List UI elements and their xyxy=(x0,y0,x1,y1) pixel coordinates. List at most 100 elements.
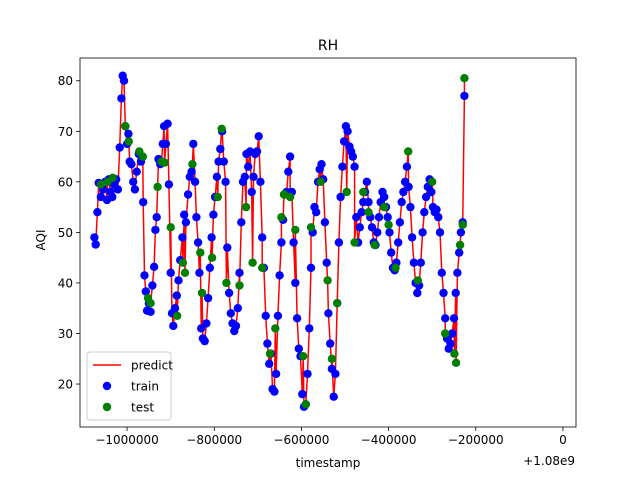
train-point xyxy=(352,213,361,222)
x-axis-label: timestamp xyxy=(296,456,361,470)
train-point xyxy=(161,139,171,149)
y-tick-label: 60 xyxy=(58,175,73,189)
test-point xyxy=(180,268,190,277)
train-point xyxy=(418,228,427,237)
train-point xyxy=(432,205,441,214)
train-point xyxy=(395,218,405,227)
train-point xyxy=(166,268,175,277)
train-point xyxy=(421,192,431,202)
test-point xyxy=(124,137,133,146)
test-point xyxy=(213,192,222,202)
test-point xyxy=(197,288,207,298)
legend: predict train test xyxy=(86,351,173,421)
train-point xyxy=(224,288,234,298)
train-point xyxy=(446,339,455,348)
train-point xyxy=(285,152,295,161)
train-point xyxy=(151,225,160,235)
train-point xyxy=(355,223,364,232)
train-point xyxy=(254,132,263,141)
train-point xyxy=(441,314,450,323)
train-point xyxy=(223,243,232,252)
test-point xyxy=(458,220,467,229)
train-point xyxy=(270,387,279,396)
test-point xyxy=(138,152,147,161)
train-point xyxy=(406,202,415,212)
test-point xyxy=(428,177,437,186)
train-point xyxy=(152,213,161,222)
train-point xyxy=(320,218,330,227)
train-point xyxy=(402,162,412,171)
train-point xyxy=(146,307,155,316)
train-point xyxy=(364,197,373,207)
train-point xyxy=(434,213,443,222)
train-point xyxy=(367,223,377,232)
train-point xyxy=(322,258,331,267)
chart-title: RH xyxy=(318,38,338,54)
train-point xyxy=(233,304,242,313)
train-point xyxy=(413,288,422,298)
train-point xyxy=(298,389,307,399)
test-point xyxy=(248,258,257,267)
test-point xyxy=(306,223,316,232)
test-point xyxy=(178,258,188,267)
train-point xyxy=(91,240,100,249)
x-axis-offset-label: +1.08e9 xyxy=(523,454,575,468)
train-point xyxy=(124,129,133,138)
train-point xyxy=(174,276,183,285)
train-point xyxy=(451,288,460,298)
train-point xyxy=(435,228,445,237)
test-point xyxy=(166,223,175,232)
test-point xyxy=(207,253,217,262)
train-point xyxy=(163,119,172,128)
y-tick-label: 70 xyxy=(58,125,73,139)
test-point xyxy=(299,352,308,361)
train-point xyxy=(235,268,244,277)
train-point xyxy=(209,210,218,219)
test-point xyxy=(364,208,373,217)
legend-label-predict: predict xyxy=(131,359,173,373)
train-point xyxy=(305,324,314,333)
train-point xyxy=(237,218,246,227)
y-tick-label: 40 xyxy=(58,276,73,290)
train-point xyxy=(277,238,286,247)
test-point xyxy=(222,278,231,288)
train-point xyxy=(289,238,298,247)
train-point xyxy=(219,157,228,166)
test-point xyxy=(460,74,469,83)
x-tick-label: −600000 xyxy=(273,433,329,447)
train-point xyxy=(119,76,129,85)
train-point xyxy=(362,177,371,186)
test-point xyxy=(108,173,117,182)
train-point xyxy=(373,228,382,237)
train-point xyxy=(207,233,216,242)
train-point xyxy=(240,172,249,181)
legend-swatch-test xyxy=(102,402,112,412)
legend-swatch-train xyxy=(102,381,112,391)
train-point xyxy=(339,137,349,146)
train-point xyxy=(195,268,204,277)
train-point xyxy=(187,167,196,176)
test-point xyxy=(404,147,413,156)
train-point xyxy=(338,162,347,171)
train-point xyxy=(193,238,203,247)
train-point xyxy=(203,293,213,303)
train-point xyxy=(190,177,200,186)
y-tick-label: 20 xyxy=(58,378,73,392)
train-point xyxy=(247,187,256,197)
train-point xyxy=(348,152,357,161)
train-point xyxy=(275,271,284,280)
train-point xyxy=(284,167,293,176)
train-point xyxy=(456,228,466,237)
y-axis-ticks: 20 30 40 50 60 70 80 xyxy=(58,74,80,392)
train-point xyxy=(336,192,345,202)
train-point xyxy=(380,192,389,202)
test-point xyxy=(121,122,130,131)
train-point xyxy=(455,248,464,257)
train-point xyxy=(387,248,396,257)
train-point xyxy=(148,281,157,290)
train-point xyxy=(385,228,394,237)
train-point xyxy=(189,139,198,149)
test-point xyxy=(258,263,267,272)
test-point xyxy=(350,238,359,247)
x-tick-label: −400000 xyxy=(361,433,417,447)
